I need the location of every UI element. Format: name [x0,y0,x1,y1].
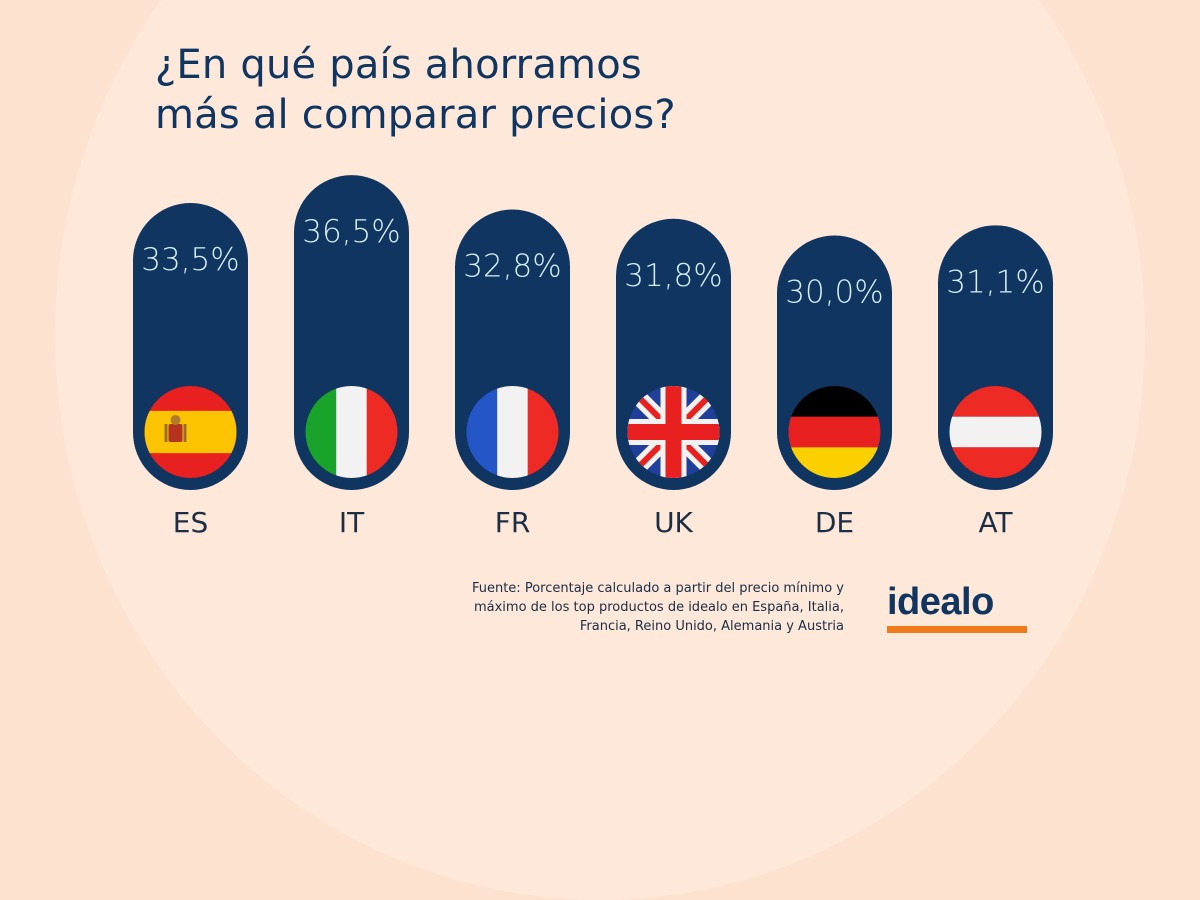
category-label: UK [654,506,693,539]
value-label: 33,5% [141,242,239,278]
category-label: FR [495,506,531,539]
austria-flag-icon [949,386,1042,478]
value-label: 32,8% [463,249,561,285]
bar-de: 30,0% DE [777,235,892,539]
bar-at: 31,1% AT [938,225,1053,539]
bar-uk: 31,8% UK [616,218,731,539]
logo-text: idealo [887,581,994,623]
spain-flag-icon [144,386,237,478]
france-flag-icon [466,386,559,478]
source-line-3: Francia, Reino Unido, Alemania y Austria [579,619,844,634]
idealo-logo: idealo [887,583,1032,633]
title-line-1: ¿En qué país ahorramos [155,42,642,88]
value-label: 31,8% [624,258,722,294]
value-label: 30,0% [785,275,883,311]
value-label: 36,5% [302,214,400,250]
bar-fr: 32,8% FR [455,209,570,539]
value-label: 31,1% [946,264,1044,300]
source-line-1: Fuente: Porcentaje calculado a partir de… [471,581,844,596]
title-line-2: más al comparar precios? [155,92,676,138]
category-label: ES [173,506,208,539]
source-line-2: máximo de los top productos de idealo en… [473,600,844,615]
chart-title: ¿En qué país ahorramos más al comparar p… [155,40,676,140]
pill-bar-chart: 33,5% ES 36,5% IT 32,8% FR 31,8% UK 30,0% DE 31,1%… [133,175,1053,539]
source-note: Fuente: Porcentaje calculado a partir de… [400,579,844,636]
logo-underline [887,626,1027,633]
italy-flag-icon [305,386,398,478]
germany-flag-icon [788,386,881,478]
category-label: AT [978,506,1013,539]
uk-flag-icon [627,386,720,478]
category-label: IT [339,506,365,539]
bar-es: 33,5% ES [133,203,248,539]
bar-it: 36,5% IT [294,175,409,539]
bars-group: 33,5% ES 36,5% IT 32,8% FR 31,8% UK 30,0% DE 31,1%… [133,175,1053,539]
category-label: DE [815,506,854,539]
